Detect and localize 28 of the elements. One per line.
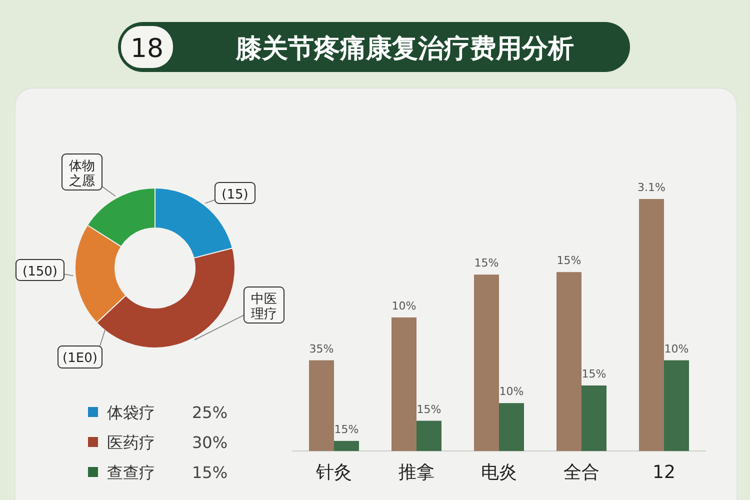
text: 25%	[192, 403, 228, 422]
annotation: 10%	[392, 299, 416, 312]
annotation: 35%	[309, 342, 334, 356]
slice-label: 中医理疗	[251, 292, 277, 322]
text: (1E0)	[62, 351, 98, 366]
slice-label: 体物之愿	[69, 159, 95, 189]
slice-label: (15)	[222, 188, 248, 202]
category-label: 体袋疗	[107, 403, 155, 422]
slice-label: (150)	[22, 264, 58, 280]
annotation: 10%	[664, 342, 689, 356]
text: 18	[130, 34, 164, 64]
x-tick-label: 针灸	[315, 462, 352, 483]
annotation: 10%	[499, 385, 524, 398]
x-tick-label: 全合	[564, 462, 600, 483]
category-label: 查查疗	[107, 463, 155, 482]
annotation: 15%	[474, 256, 499, 270]
x-tick-label: 电炎	[481, 462, 517, 483]
category-label: 医药疗	[107, 433, 155, 452]
text: 15%	[192, 463, 228, 482]
annotation: 15%	[334, 422, 359, 436]
annotation: 15%	[416, 402, 442, 416]
chart-title: 膝关节疼痛康复治疗费用分析	[235, 34, 574, 64]
x-tick-label: 推拿	[398, 462, 434, 483]
text: 3.1%	[638, 181, 666, 194]
x-tick-label: 12	[652, 462, 676, 483]
annotation: 15%	[556, 254, 582, 268]
annotation: 15%	[582, 367, 606, 380]
text: 30%	[192, 433, 228, 452]
